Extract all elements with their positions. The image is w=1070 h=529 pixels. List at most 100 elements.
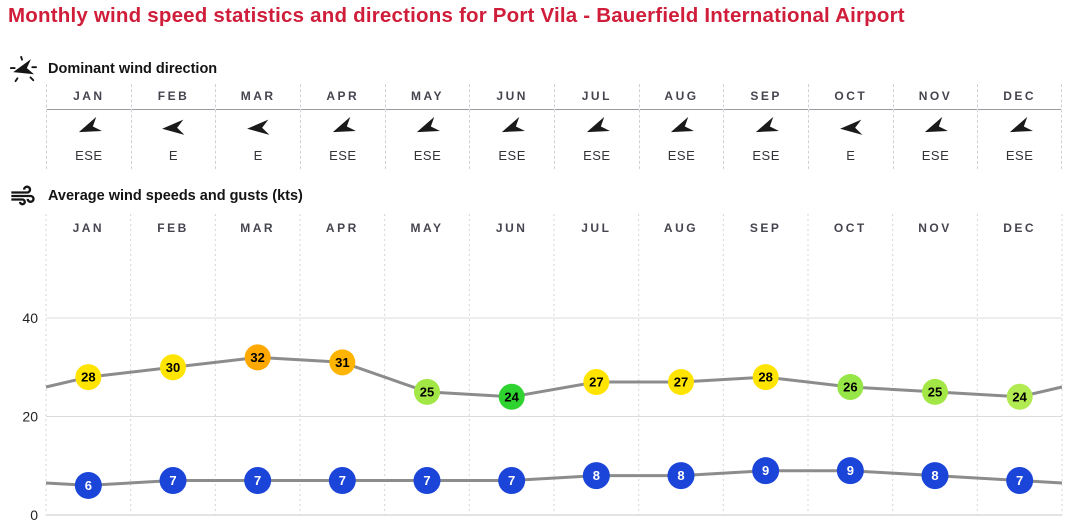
- wind-speed-point: [159, 467, 187, 495]
- wind-speed-point-value: 7: [423, 473, 430, 488]
- wind-speed-point: [582, 462, 610, 490]
- wind-speed-point-value: 7: [254, 473, 261, 488]
- y-axis-tick-label: 20: [22, 409, 38, 425]
- wind-speed-point: [328, 467, 356, 495]
- wind-speed-section-header: Average wind speeds and gusts (kts): [8, 181, 303, 211]
- wind-direction-section-header: Dominant wind direction: [8, 54, 217, 84]
- month-label: DEC: [978, 84, 1061, 110]
- wind-speed-point-value: 8: [593, 468, 600, 483]
- wind-direction-column: SEP ESE: [723, 84, 808, 169]
- month-label: APR: [300, 84, 385, 110]
- month-label: AUG: [639, 84, 724, 110]
- gust-point-value: 28: [81, 370, 95, 385]
- wind-direction-label: ESE: [583, 148, 611, 163]
- chart-month-label: FEB: [157, 221, 189, 235]
- wind-direction-label: ESE: [75, 148, 103, 163]
- month-label: FEB: [131, 84, 216, 110]
- gust-point-value: 24: [1012, 389, 1027, 404]
- gust-point: [160, 354, 186, 381]
- wind-direction-column: JAN ESE: [46, 84, 131, 169]
- wind-speed-section-label: Average wind speeds and gusts (kts): [48, 188, 303, 204]
- wind-direction-arrow-icon: [301, 110, 385, 146]
- wind-speed-point: [413, 467, 441, 495]
- wind-direction-column: AUG ESE: [638, 84, 724, 169]
- gust-point: [498, 383, 525, 410]
- wind-speed-point-value: 7: [339, 473, 346, 488]
- y-axis-tick-label: 0: [30, 507, 38, 523]
- wind-direction-column: MAY ESE: [384, 84, 470, 169]
- wind-direction-label: ESE: [667, 148, 696, 163]
- gust-point-value: 25: [928, 384, 942, 399]
- wind-direction-column: APR ESE: [299, 84, 385, 169]
- wind-speed-point: [74, 471, 102, 499]
- wind-speed-point: [752, 457, 780, 485]
- gust-point: [752, 364, 779, 391]
- gust-point-value: 28: [758, 370, 772, 385]
- gust-point-value: 27: [674, 375, 688, 390]
- gust-point: [329, 349, 356, 376]
- wind-speed-point: [244, 467, 272, 495]
- y-axis-tick-label: 40: [22, 310, 38, 326]
- wind-speed-point-value: 6: [85, 478, 92, 493]
- month-label: MAY: [385, 84, 470, 110]
- chart-month-label: OCT: [834, 221, 867, 235]
- wind-direction-arrow-icon: [724, 110, 808, 146]
- gust-point-value: 27: [589, 375, 603, 390]
- chart-month-label: DEC: [1003, 221, 1036, 235]
- chart-month-label: MAY: [410, 221, 443, 235]
- gust-point: [668, 369, 694, 396]
- gust-point: [244, 344, 271, 371]
- wind-speed-line: [45, 469, 1063, 487]
- gust-point-value: 32: [250, 350, 264, 365]
- wind-direction-arrow-icon: [894, 110, 978, 146]
- wind-direction-table: JAN ESE FEB E MAR E APR ESE MAY ESE JUN ESE JUL ESE AU…: [46, 84, 1062, 169]
- wind-direction-column: FEB E: [130, 84, 216, 169]
- page-title: Monthly wind speed statistics and direct…: [8, 4, 905, 27]
- gust-point-value: 26: [843, 379, 857, 394]
- wind-speed-point-value: 9: [847, 463, 854, 478]
- month-label: MAR: [216, 84, 300, 110]
- gust-point-value: 25: [420, 384, 434, 399]
- wind-direction-arrow-icon: [978, 110, 1061, 146]
- month-label: SEP: [724, 84, 808, 110]
- wind-direction-arrow-icon: [216, 110, 300, 146]
- wind-direction-arrow-icon: [470, 110, 554, 146]
- chart-month-label: SEP: [750, 221, 782, 235]
- wind-direction-label: ESE: [1005, 148, 1034, 163]
- gusts-line: [45, 355, 1063, 399]
- wind-speed-chart: 0 20 40 JAN FEB MAR APR MAY JUN JUL AUG SEP OCT NOV DE…: [0, 210, 1070, 524]
- gust-point: [1006, 383, 1033, 410]
- wind-direction-label: ESE: [413, 148, 442, 163]
- wind-speed-point-value: 9: [762, 463, 769, 478]
- wind-direction-label: ESE: [921, 148, 950, 163]
- chart-month-label: MAR: [240, 221, 275, 235]
- gust-point: [922, 378, 948, 405]
- wind-direction-column: NOV ESE: [892, 84, 978, 169]
- wind-direction-column: JUN ESE: [469, 84, 554, 169]
- month-label: OCT: [808, 84, 893, 110]
- gust-point: [837, 373, 864, 400]
- gust-point: [583, 369, 610, 396]
- wind-direction-arrow-icon: [555, 110, 639, 146]
- wind-speed-point-value: 7: [508, 473, 515, 488]
- wind-direction-column: MAR E: [215, 84, 300, 169]
- wind-gust-icon: [8, 181, 38, 211]
- wind-speed-point: [836, 457, 864, 485]
- wind-direction-arrow-icon: [809, 110, 893, 146]
- month-label: JAN: [47, 84, 131, 110]
- wind-direction-column: OCT E: [807, 84, 893, 169]
- chart-month-label: JUL: [581, 221, 611, 235]
- gust-point-value: 31: [335, 355, 349, 370]
- chart-month-label: AUG: [664, 221, 698, 235]
- chart-month-label: APR: [326, 221, 359, 235]
- wind-direction-arrow-icon: [132, 110, 216, 146]
- wind-speed-point: [921, 462, 949, 490]
- chart-month-label: JAN: [73, 221, 105, 235]
- wind-direction-label: E: [846, 148, 856, 163]
- wind-direction-icon: [8, 54, 38, 84]
- wind-speed-point-value: 8: [931, 468, 938, 483]
- wind-speed-point: [498, 467, 526, 495]
- gust-point-value: 24: [504, 389, 519, 404]
- month-label: JUL: [554, 84, 639, 110]
- wind-direction-label: ESE: [498, 148, 526, 163]
